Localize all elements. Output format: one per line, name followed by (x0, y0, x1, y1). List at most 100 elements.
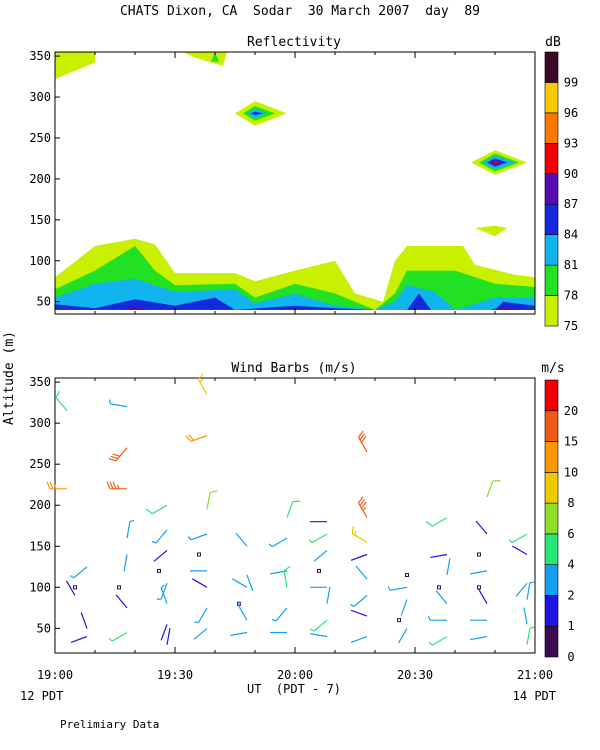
wind-barb (397, 628, 408, 644)
refl-colorbar-label: 99 (564, 75, 578, 89)
refl-colorbar-label: 87 (564, 197, 578, 211)
reflectivity-region-75-7 (183, 52, 227, 66)
calm-marker (197, 552, 201, 557)
refl-colorbar-label: 75 (564, 319, 578, 333)
wind-colorbar-label: 1 (567, 619, 574, 633)
calm-marker (405, 573, 409, 578)
wind-barb (126, 519, 135, 539)
wind-barb (475, 520, 488, 535)
wind-colorbar-label: 2 (567, 588, 574, 602)
wind-x-axis: 19:00 19:30 20:00 20:30 21:00 (37, 378, 553, 682)
wind-barb (446, 558, 451, 576)
wind-ytick-label: 150 (29, 539, 51, 553)
wind-colorbar-swatch-15 (544, 410, 559, 442)
wind-barb (425, 517, 448, 527)
wind-colorbar-swatch-20 (544, 379, 559, 412)
refl-colorbar-swatch-84 (544, 203, 559, 235)
wind-barb (115, 594, 128, 609)
refl-colorbar-swatch-75 (544, 295, 559, 327)
wind-barb (400, 599, 408, 616)
reflectivity-region-87-4 (123, 306, 147, 310)
refl-ytick-label: 100 (29, 254, 51, 268)
wind-barb (387, 586, 408, 591)
altitude-axis-label: Altitude (m) (2, 331, 17, 425)
calm-marker (73, 585, 77, 590)
wind-colorbar-label: 15 (564, 435, 578, 449)
calm-marker (477, 585, 481, 590)
wind-barb (145, 504, 168, 515)
wind-barb (526, 581, 535, 600)
wind-colorbar-swatch-6 (544, 502, 559, 535)
wind-barb (310, 633, 328, 638)
wind-colorbar-swatch-8 (544, 472, 559, 504)
reflectivity-region-75-19 (475, 225, 507, 237)
wind-ytick-label: 250 (29, 457, 51, 471)
reflectivity-colorbar-unit: dB (545, 35, 561, 50)
wind-ytick-label: 50 (37, 621, 51, 635)
reflectivity-title: Reflectivity (247, 35, 341, 50)
wind-barb (193, 627, 208, 640)
refl-colorbar-label: 96 (564, 106, 578, 120)
wind-barb (357, 430, 368, 453)
wind-barb (230, 631, 248, 637)
wind-xtick-label: 20:00 (277, 668, 313, 682)
wind-ytick-label: 100 (29, 580, 51, 594)
refl-ytick-label: 300 (29, 90, 51, 104)
reflectivity-region-84-12 (251, 111, 263, 115)
wind-barb (108, 631, 128, 642)
wind-barb (477, 588, 488, 605)
wind-barb (160, 584, 168, 604)
wind-barb (156, 582, 168, 600)
wind-barb (235, 532, 248, 547)
refl-colorbar-swatch-99 (544, 51, 559, 83)
calm-marker (397, 618, 401, 623)
wind-colorbar-swatch-10 (544, 441, 559, 473)
refl-colorbar-swatch-78 (544, 264, 559, 296)
wind-barb (231, 578, 248, 588)
wind-barb (355, 565, 368, 580)
refl-colorbar-swatch-96 (544, 82, 559, 114)
refl-colorbar-swatch-93 (544, 112, 559, 144)
refl-ytick-label: 150 (29, 213, 51, 227)
wind-colorbar-label: 4 (567, 558, 574, 572)
reflectivity-contours (55, 52, 535, 310)
reflectivity-colorbar: 75 78 81 84 87 90 93 96 99 (544, 51, 578, 333)
wind-barb (309, 619, 328, 632)
figure-title: CHATS Dixon, CA Sodar 30 March 2007 day … (120, 4, 480, 19)
wind-barb (55, 390, 68, 412)
wind-colorbar-label: 8 (567, 496, 574, 510)
wind-barb (515, 582, 528, 597)
wind-barb (151, 529, 168, 544)
wind-barb (160, 624, 168, 641)
wind-barb (351, 526, 368, 543)
wind-barbs (46, 373, 535, 646)
reflectivity-x-ticks (54, 52, 536, 314)
wind-barb-frame (54, 377, 536, 654)
refl-ytick-label: 200 (29, 172, 51, 186)
reflectivity-y-axis: 50 100 150 200 250 300 350 (29, 49, 60, 309)
wind-barb (80, 612, 88, 629)
wind-barb (194, 607, 208, 624)
wind-barb (350, 553, 368, 561)
calm-marker (477, 552, 481, 557)
refl-colorbar-label: 81 (564, 258, 578, 272)
wind-barb (197, 373, 208, 395)
wind-colorbar-label: 20 (564, 404, 578, 418)
calm-marker (317, 568, 321, 573)
wind-barb (69, 566, 88, 579)
calm-marker (437, 585, 441, 590)
refl-colorbar-swatch-90 (544, 143, 559, 175)
wind-ytick-label: 200 (29, 498, 51, 512)
refl-ytick-label: 250 (29, 131, 51, 145)
wind-xtick-label: 20:30 (397, 668, 433, 682)
wind-barb (65, 580, 76, 596)
x-axis-label: UT (PDT - 7) (247, 682, 341, 696)
wind-xtick-label: 21:00 (517, 668, 553, 682)
wind-barb (308, 533, 328, 544)
preliminary-note: Prelimiary Data (60, 718, 159, 731)
refl-colorbar-swatch-87 (544, 173, 559, 205)
wind-barb (206, 490, 218, 510)
